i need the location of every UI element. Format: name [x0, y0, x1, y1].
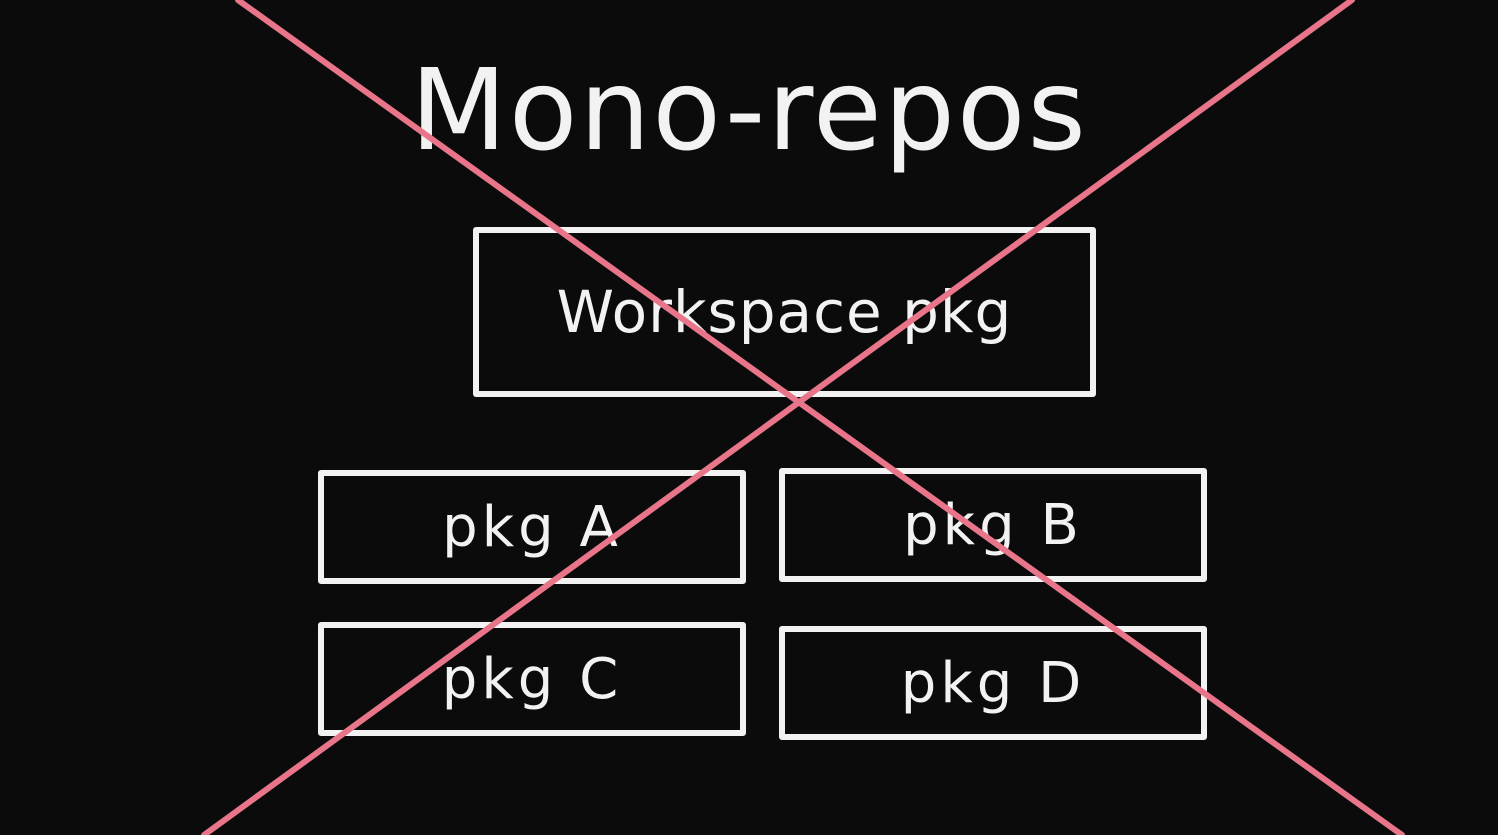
- diagram-title: Mono-repos: [410, 46, 1088, 176]
- pkg-c-box: pkg C: [318, 622, 746, 736]
- pkg-d-label: pkg D: [900, 650, 1086, 716]
- workspace-pkg-box: Workspace pkg: [473, 227, 1096, 397]
- pkg-b-box: pkg B: [779, 468, 1207, 582]
- workspace-pkg-label: Workspace pkg: [556, 278, 1013, 346]
- pkg-d-box: pkg D: [779, 626, 1207, 740]
- pkg-c-label: pkg C: [441, 646, 623, 712]
- pkg-a-box: pkg A: [318, 470, 746, 584]
- pkg-a-label: pkg A: [442, 494, 622, 560]
- pkg-b-label: pkg B: [903, 492, 1083, 558]
